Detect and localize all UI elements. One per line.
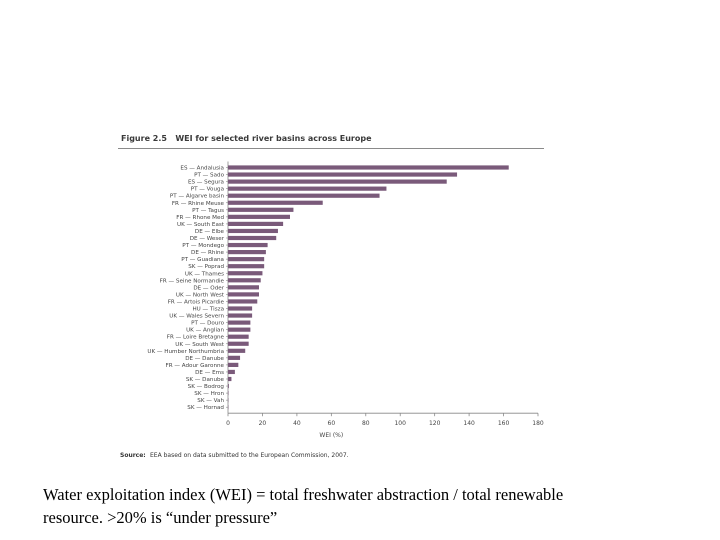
bar-10 (228, 235, 277, 241)
category-label-1: PT — Sado (194, 173, 224, 179)
category-label-31: SK — Bodrog (188, 384, 225, 390)
category-label-22: PT — Douro (191, 321, 224, 327)
category-label-34: SK — Hornad (187, 405, 224, 411)
bar-24 (228, 334, 249, 339)
bar-18 (228, 292, 259, 297)
category-label-2: ES — Segura (188, 180, 224, 186)
category-label-5: FR — Rhine Meuse (172, 201, 225, 207)
bar-15 (228, 271, 263, 276)
bar-20 (228, 306, 253, 311)
x-tick-label-7: 140 (463, 420, 475, 427)
category-label-27: DE — Danube (185, 356, 224, 362)
source-label: Source: (120, 452, 146, 459)
category-label-24: FR — Loire Bretagne (167, 335, 225, 341)
category-label-25: UK — South West (175, 342, 225, 348)
category-label-21: UK — Wales Severn (169, 314, 224, 320)
source-text: EEA based on data submitted to the Europ… (150, 452, 349, 459)
x-axis-title: WEI (%) (319, 432, 343, 439)
x-tick-label-1: 20 (259, 420, 267, 427)
category-label-0: ES — Andalusia (180, 166, 224, 172)
category-label-33: SK — Vah (197, 398, 224, 404)
bar-19 (228, 299, 258, 304)
bar-1 (228, 172, 458, 177)
bar-31 (228, 383, 229, 389)
x-tick-label-3: 60 (328, 420, 336, 427)
bar-13 (228, 257, 265, 262)
category-label-14: SK — Poprad (188, 264, 224, 270)
bar-4 (228, 193, 380, 198)
category-label-12: DE — Rhine (191, 250, 225, 256)
bar-9 (228, 228, 278, 234)
x-tick-label-2: 40 (293, 420, 301, 427)
category-label-18: UK — North West (176, 292, 225, 298)
bar-6 (228, 207, 294, 212)
caption-line-2: resource. >20% is “under pressure” (43, 508, 278, 527)
bar-30 (228, 376, 232, 382)
bar-7 (228, 214, 290, 219)
figure-panel: Figure 2.5 WEI for selected river basins… (118, 126, 558, 466)
category-label-4: PT — Algarve basin (170, 194, 225, 200)
category-label-16: FR — Seine Normandie (160, 278, 225, 284)
bar-12 (228, 250, 266, 255)
figure-title: Figure 2.5 WEI for selected river basins… (121, 134, 372, 143)
x-tick-label-0: 0 (226, 420, 230, 427)
category-label-6: PT — Tagus (192, 208, 224, 214)
bar-0 (228, 165, 509, 170)
category-label-19: FR — Artois Picardie (168, 299, 225, 305)
title-rule (118, 148, 544, 149)
wei-bar-chart: 0 20 40 60 80 100 120 140 160 180 WEI (%) ES — Anda… (147, 161, 544, 439)
category-label-20: HU — Tisza (192, 307, 224, 313)
bar-25 (228, 341, 249, 346)
slide-caption: Water exploitation index (WEI) = total f… (43, 483, 703, 529)
x-tick-label-8: 160 (498, 420, 510, 427)
bar-21 (228, 313, 253, 318)
bar-3 (228, 186, 387, 191)
bar-26 (228, 348, 246, 353)
bar-5 (228, 200, 323, 205)
figure-number: Figure 2.5 (121, 134, 167, 143)
category-label-7: FR — Rhone Med (176, 215, 224, 221)
bar-23 (228, 327, 251, 332)
category-label-26: UK — Humber Northumbria (147, 349, 224, 355)
bar-8 (228, 221, 284, 226)
bar-29 (228, 369, 235, 375)
bar-14 (228, 264, 265, 269)
bar-2 (228, 179, 447, 184)
x-tick-label-5: 100 (394, 420, 406, 427)
category-label-29: DE — Ems (195, 370, 224, 376)
bar-17 (228, 285, 259, 290)
x-tick-label-6: 120 (429, 420, 441, 427)
category-label-28: FR — Adour Garonne (166, 363, 225, 369)
category-label-30: SK — Danube (186, 377, 225, 383)
category-label-3: PT — Vouga (191, 187, 224, 193)
caption-line-1: Water exploitation index (WEI) = total f… (43, 485, 564, 504)
x-tick-label-9: 180 (532, 420, 544, 427)
category-label-15: UK — Thames (185, 271, 224, 277)
category-label-9: DE — Elbe (195, 229, 225, 235)
bar-22 (228, 320, 251, 325)
bar-32 (228, 391, 229, 396)
x-tick-label-4: 80 (362, 420, 370, 427)
category-label-17: DE — Oder (193, 285, 224, 291)
bar-16 (228, 278, 261, 283)
bar-27 (228, 355, 241, 360)
category-label-11: PT — Mondego (182, 243, 224, 249)
bar-11 (228, 242, 268, 248)
category-label-10: DE — Weser (190, 236, 225, 242)
bar-28 (228, 362, 239, 367)
category-label-13: PT — Guadiana (181, 257, 224, 263)
category-label-8: UK — South East (177, 222, 225, 228)
category-label-23: UK — Anglian (186, 328, 224, 334)
figure-title-text: WEI for selected river basins across Eur… (175, 134, 372, 143)
category-label-32: SK — Hron (194, 391, 224, 397)
